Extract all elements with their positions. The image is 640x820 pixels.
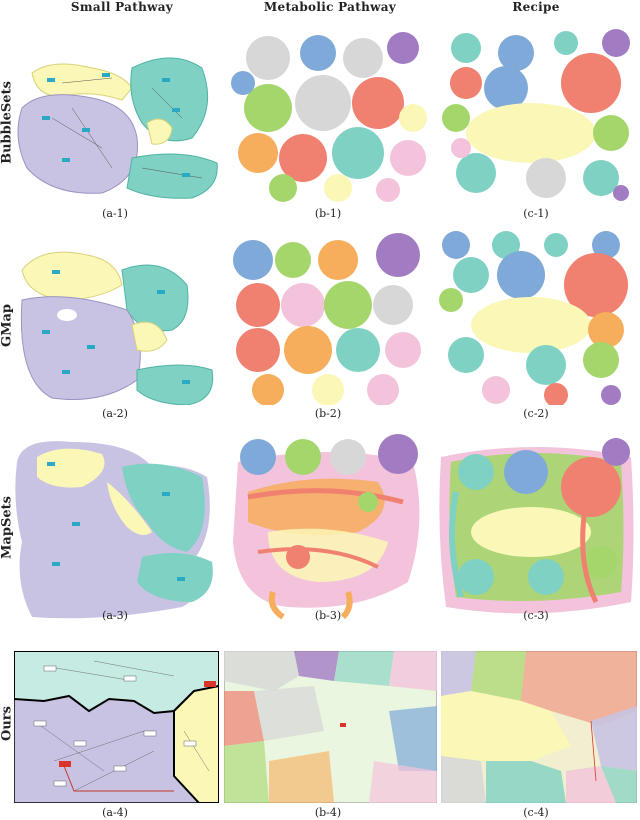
label-c4: (c-4): [523, 806, 549, 819]
label-b3: (b-3): [314, 609, 342, 622]
label-c1: (c-1): [523, 207, 549, 220]
label-a3: (a-3): [102, 609, 128, 622]
label-a1: (a-1): [102, 207, 128, 220]
panel-a1: [12, 28, 222, 203]
panel-a4: [14, 651, 219, 803]
panel-b2: [228, 230, 428, 405]
column-header-metabolic-pathway: Metabolic Pathway: [263, 0, 397, 14]
label-a2: (a-2): [102, 407, 128, 420]
panel-b1: [228, 28, 428, 203]
panel-a3: [12, 432, 222, 622]
panel-b3: [228, 432, 428, 622]
panel-a2: [12, 230, 222, 405]
label-b2: (b-2): [314, 407, 342, 420]
label-c2: (c-2): [523, 407, 549, 420]
label-b4: (b-4): [314, 806, 342, 819]
column-header-small-pathway: Small Pathway: [70, 0, 174, 14]
label-c3: (c-3): [523, 609, 549, 622]
panel-c3: [436, 432, 636, 622]
panel-c1: [436, 28, 636, 203]
panel-c4: [441, 651, 637, 803]
panel-c2: [436, 230, 636, 405]
label-a4: (a-4): [102, 806, 128, 819]
label-b1: (b-1): [314, 207, 342, 220]
panel-b4: [224, 651, 437, 803]
column-header-recipe: Recipe: [512, 0, 560, 14]
row-label-ours: Ours: [0, 706, 15, 741]
